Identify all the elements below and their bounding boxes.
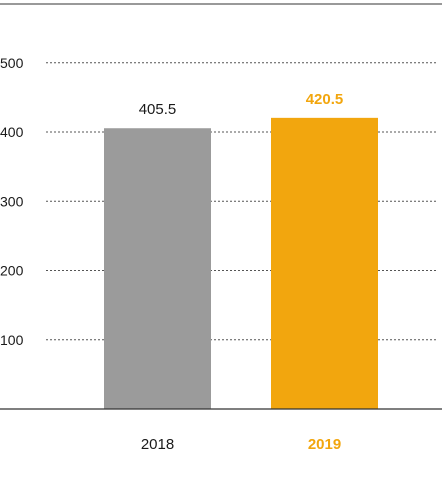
category-label-2018: 2018 <box>141 436 174 453</box>
y-tick-label-300: 300 <box>0 193 24 209</box>
category-label-2019: 2019 <box>308 436 341 453</box>
bar-2019 <box>271 117 378 410</box>
y-tick-label-400: 400 <box>0 124 24 140</box>
bars <box>104 117 378 410</box>
value-labels: 405.5 420.5 <box>139 91 344 118</box>
value-label-2019: 420.5 <box>306 91 344 108</box>
y-axis-tick-labels: 100 200 300 400 500 <box>0 55 24 348</box>
y-tick-label-500: 500 <box>0 55 24 71</box>
bar-2018 <box>104 128 211 409</box>
value-label-2018: 405.5 <box>139 101 177 118</box>
category-labels: 2018 2019 <box>141 436 341 453</box>
y-tick-label-200: 200 <box>0 263 24 279</box>
y-tick-label-100: 100 <box>0 332 24 348</box>
